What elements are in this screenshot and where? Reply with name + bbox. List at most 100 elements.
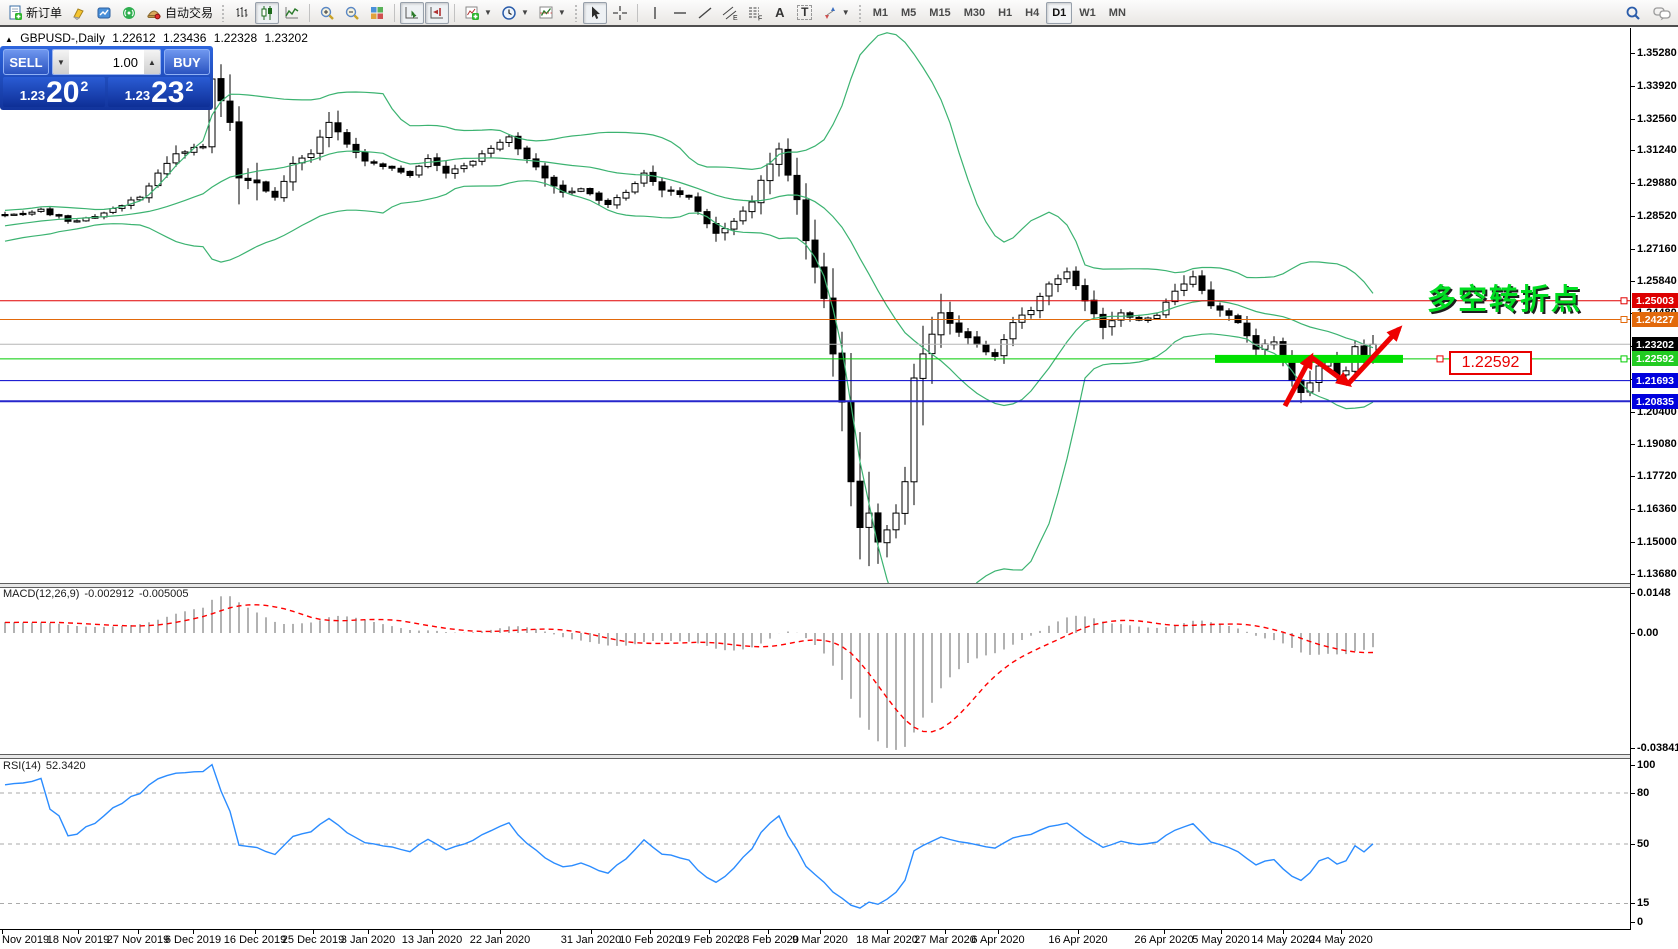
- timeframe-m5[interactable]: M5: [901, 6, 917, 19]
- tile-windows-icon: [369, 5, 385, 21]
- crosshair-button[interactable]: [608, 2, 632, 24]
- fibonacci-button[interactable]: F: [743, 2, 767, 24]
- rsi-axis-label: 100: [1637, 759, 1656, 771]
- timeframe-d1[interactable]: D1: [1046, 1, 1073, 24]
- macd-pane[interactable]: [0, 586, 1630, 754]
- vertical-line-button[interactable]: [643, 2, 667, 24]
- price-axis-tick: [1630, 542, 1635, 543]
- macd-axis-label: 0.0148: [1637, 587, 1671, 599]
- toolbar-separator: [454, 3, 456, 22]
- search-icon: [1625, 5, 1641, 21]
- rsi-pane[interactable]: [0, 757, 1630, 929]
- chart-bars-button[interactable]: [230, 2, 254, 24]
- arrows-button[interactable]: ▼: [818, 2, 854, 24]
- text-label-button[interactable]: T: [793, 2, 817, 24]
- sell-price-small: 1.23: [19, 88, 46, 103]
- date-axis-tick: [1341, 930, 1342, 934]
- new-order-button[interactable]: 新订单: [3, 2, 66, 24]
- ohlc-close: 1.23202: [264, 31, 308, 45]
- price-axis-label: 1.19080: [1637, 438, 1677, 450]
- auto-scroll-icon: [404, 5, 420, 21]
- date-axis-label: 9 Mar 2020: [792, 934, 848, 946]
- chart-line-button[interactable]: [280, 2, 304, 24]
- chart-candles-button[interactable]: [255, 1, 280, 24]
- chat-button[interactable]: [1649, 2, 1675, 24]
- price-tag: 1.20835: [1632, 394, 1678, 409]
- expert-hat-icon: [146, 5, 162, 21]
- macd-axis-tick: [1630, 633, 1635, 634]
- date-axis-tick: [1164, 930, 1165, 934]
- indicators-button[interactable]: ▼: [460, 2, 496, 24]
- signals-button[interactable]: [117, 2, 141, 24]
- chevron-down-icon: ▼: [484, 8, 492, 17]
- clock-icon: [501, 5, 517, 21]
- macd-title: MACD(12,26,9): [3, 588, 80, 600]
- date-axis-tick: [368, 930, 369, 934]
- timeframe-m15[interactable]: M15: [929, 6, 951, 19]
- chart-shift-button[interactable]: [425, 1, 450, 24]
- timeframe-w1[interactable]: W1: [1079, 6, 1096, 19]
- volume-input[interactable]: [69, 50, 144, 74]
- timeframe-mn[interactable]: MN: [1108, 6, 1126, 19]
- volume-increase-button[interactable]: ▲: [144, 50, 160, 74]
- macd-value-main: -0.002912: [84, 588, 134, 600]
- auto-scroll-button[interactable]: [400, 1, 425, 24]
- toolbar-separator: [309, 3, 311, 22]
- templates-button[interactable]: ▼: [534, 2, 570, 24]
- pane-separator[interactable]: [0, 754, 1630, 759]
- price-axis-label: 1.15000: [1637, 536, 1677, 548]
- timeframe-h4[interactable]: H4: [1025, 6, 1040, 19]
- turning-point-annotation[interactable]: 多空转折点: [1427, 284, 1583, 316]
- auto-trading-button[interactable]: 自动交易: [142, 2, 217, 24]
- main-chart[interactable]: [0, 28, 1630, 583]
- indicators-icon: [464, 5, 480, 21]
- zoom-out-button[interactable]: [340, 2, 364, 24]
- zoom-in-button[interactable]: [315, 2, 339, 24]
- timeframe-h1[interactable]: H1: [998, 6, 1013, 19]
- date-axis-tick: [709, 930, 710, 934]
- new-order-icon: [7, 5, 23, 21]
- timeframe-m1[interactable]: M1: [872, 6, 888, 19]
- date-axis-label: 19 Feb 2020: [678, 934, 740, 946]
- sell-price-sup: 2: [80, 78, 89, 94]
- date-axis-label: 24 May 2020: [1309, 934, 1373, 946]
- trendline-button[interactable]: [693, 2, 717, 24]
- support-level-label[interactable]: 1.22592: [1449, 351, 1532, 375]
- search-button[interactable]: [1621, 2, 1645, 24]
- one-click-trading-panel: SELL ▼ ▲ BUY 1.23 20 2 1.23 23 2: [0, 46, 213, 110]
- date-axis-tick: [768, 930, 769, 934]
- date-axis-tick: [193, 930, 194, 934]
- date-axis-tick: [2, 930, 3, 934]
- crosshair-icon: [612, 5, 628, 21]
- channel-button[interactable]: E: [718, 2, 742, 24]
- price-axis-label: 1.35280: [1637, 47, 1677, 59]
- timeframe-m30[interactable]: M30: [963, 6, 986, 19]
- toolbar-grip: [857, 3, 863, 22]
- date-axis-tick: [432, 930, 433, 934]
- periods-button[interactable]: ▼: [497, 2, 533, 24]
- highlight-button[interactable]: [67, 2, 91, 24]
- pane-separator[interactable]: [0, 583, 1630, 588]
- text-button[interactable]: A: [768, 2, 792, 24]
- buy-button[interactable]: BUY: [164, 49, 210, 75]
- price-axis-line: [1630, 28, 1631, 930]
- vertical-line-icon: [647, 5, 663, 21]
- buy-price[interactable]: 1.23 23 2: [108, 77, 210, 108]
- date-axis-tick: [820, 930, 821, 934]
- date-axis-tick: [313, 930, 314, 934]
- cursor-button[interactable]: [582, 1, 607, 24]
- date-axis-label: 22 Jan 2020: [469, 934, 531, 946]
- date-axis-label: 27 Mar 2020: [914, 934, 976, 946]
- date-axis-tick: [945, 930, 946, 934]
- profiles-button[interactable]: [92, 2, 116, 24]
- horizontal-line-button[interactable]: [668, 2, 692, 24]
- fibo-glyph: F: [758, 15, 762, 21]
- volume-decrease-button[interactable]: ▼: [53, 50, 69, 74]
- price-axis-label: 1.13680: [1637, 568, 1677, 580]
- date-axis-label: 6 Apr 2020: [971, 934, 1025, 946]
- tile-windows-button[interactable]: [365, 2, 389, 24]
- ohlc-open: 1.22612: [112, 31, 156, 45]
- sell-button[interactable]: SELL: [3, 49, 49, 75]
- price-axis-label: 1.33920: [1637, 80, 1677, 92]
- sell-price[interactable]: 1.23 20 2: [3, 77, 105, 108]
